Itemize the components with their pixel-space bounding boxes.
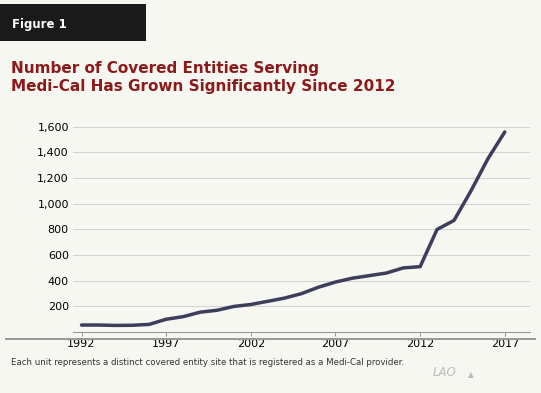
Text: ▲: ▲ (468, 370, 474, 379)
Text: Number of Covered Entities Serving
Medi-Cal Has Grown Significantly Since 2012: Number of Covered Entities Serving Medi-… (11, 61, 395, 94)
Text: Figure 1: Figure 1 (12, 18, 67, 31)
Text: Each unit represents a distinct covered entity site that is registered as a Medi: Each unit represents a distinct covered … (11, 358, 404, 367)
Text: LAO: LAO (433, 366, 457, 379)
